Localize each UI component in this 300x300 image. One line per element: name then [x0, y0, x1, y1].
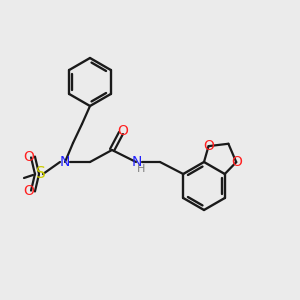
- Text: N: N: [132, 155, 142, 169]
- Text: O: O: [118, 124, 128, 138]
- Text: S: S: [36, 167, 46, 182]
- Text: O: O: [203, 139, 214, 153]
- Text: O: O: [231, 155, 242, 169]
- Text: H: H: [137, 164, 145, 174]
- Text: O: O: [24, 184, 34, 198]
- Text: N: N: [60, 155, 70, 169]
- Text: O: O: [24, 150, 34, 164]
